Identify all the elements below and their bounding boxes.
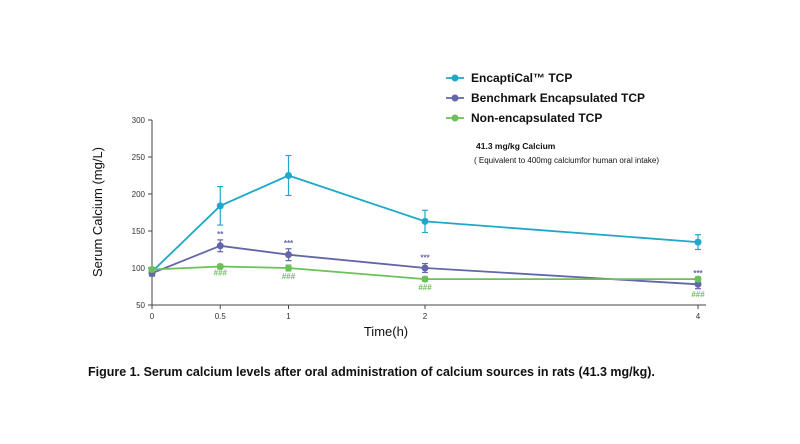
significance-marker: *** bbox=[693, 269, 703, 278]
significance-marker: ### bbox=[691, 290, 705, 299]
x-tick-label: 0.5 bbox=[215, 312, 227, 321]
legend: EncaptiCal™ TCP Benchmark Encapsulated TC… bbox=[446, 71, 645, 125]
data-point bbox=[694, 238, 702, 246]
series-2 bbox=[148, 239, 702, 290]
y-tick-label: 100 bbox=[132, 264, 146, 273]
y-tick-label: 300 bbox=[132, 116, 146, 125]
data-point bbox=[216, 263, 224, 271]
y-tick-label: 50 bbox=[136, 301, 145, 310]
legend-label: EncaptiCal™ TCP bbox=[471, 71, 572, 85]
legend-label: Non-encapsulated TCP bbox=[471, 111, 602, 125]
axes: 50 100 150 200 250 300 0 0.5 1 2 4 bbox=[132, 116, 706, 321]
legend-swatch-marker bbox=[451, 94, 459, 102]
data-point bbox=[421, 217, 429, 225]
legend-swatch-marker bbox=[451, 114, 459, 122]
series-3 bbox=[148, 263, 702, 283]
data-point bbox=[216, 242, 224, 250]
x-axis-title: Time(h) bbox=[364, 324, 408, 339]
significance-marker: ### bbox=[214, 268, 228, 277]
data-point bbox=[285, 172, 292, 179]
data-point bbox=[285, 251, 292, 259]
annotations: ***********### ######### bbox=[214, 230, 706, 299]
significance-marker: *** bbox=[284, 239, 294, 248]
series-layer bbox=[148, 154, 702, 290]
significance-marker: ** bbox=[217, 230, 224, 239]
legend-item: Benchmark Encapsulated TCP bbox=[446, 91, 645, 105]
y-tick-label: 200 bbox=[132, 190, 146, 199]
data-point bbox=[694, 275, 702, 283]
y-tick-label: 250 bbox=[132, 153, 146, 162]
legend-label: Benchmark Encapsulated TCP bbox=[471, 91, 645, 105]
dose-note-subtitle: ( Equivalent to 400mg calciumfor human o… bbox=[474, 156, 659, 165]
data-point bbox=[694, 280, 702, 288]
legend-item: EncaptiCal™ TCP bbox=[446, 71, 572, 85]
y-axis-title: Serum Calcium (mg/L) bbox=[90, 147, 105, 277]
dose-note-title: 41.3 mg/kg Calcium bbox=[476, 141, 556, 151]
legend-item: Non-encapsulated TCP bbox=[446, 111, 602, 125]
data-point bbox=[216, 202, 224, 210]
x-tick-label: 4 bbox=[696, 312, 701, 321]
data-point bbox=[148, 265, 156, 273]
significance-marker: ### bbox=[418, 283, 432, 292]
x-tick-label: 2 bbox=[423, 312, 428, 321]
y-tick-label: 150 bbox=[132, 227, 146, 236]
data-point bbox=[421, 275, 429, 283]
x-tick-label: 1 bbox=[286, 312, 291, 321]
significance-marker: *** bbox=[420, 254, 430, 263]
data-point bbox=[421, 264, 429, 272]
legend-swatch-marker bbox=[451, 74, 459, 82]
data-point bbox=[285, 264, 292, 272]
x-tick-label: 0 bbox=[150, 312, 155, 321]
significance-marker: ### bbox=[282, 272, 296, 281]
figure-caption: Figure 1. Serum calcium levels after ora… bbox=[88, 365, 655, 379]
